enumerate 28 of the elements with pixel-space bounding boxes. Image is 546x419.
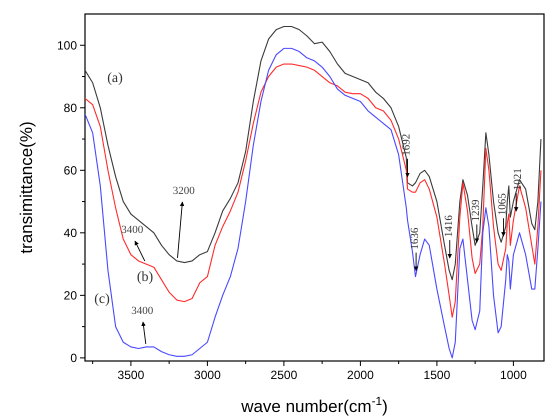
y-axis-title: transimittance(%) (17, 121, 36, 254)
x-tick-label: 1500 (424, 368, 451, 382)
annotation: 3400 (131, 304, 154, 317)
x-tick-label: 3000 (194, 368, 222, 382)
annotation: 1021 (512, 168, 524, 190)
annotation: 1239 (470, 198, 482, 222)
x-tick-label: 1000 (500, 368, 528, 382)
annotation: 1416 (442, 214, 455, 238)
y-tick-label: 100 (56, 38, 78, 52)
x-axis-title: wave number(cm$^{-1}$) (240, 394, 388, 416)
y-tick-label: 20 (64, 288, 78, 302)
annotation: 3200 (172, 184, 196, 197)
x-tick-label: 2000 (347, 368, 374, 382)
line-series (85, 63, 542, 318)
line-series (85, 48, 542, 358)
series-label: (b) (136, 270, 154, 285)
annotation: 1065 (496, 192, 508, 216)
y-tick-label: 0 (70, 350, 78, 365)
annotation: 1692 (400, 134, 413, 156)
y-tick-label: 80 (64, 100, 78, 115)
annotation: 3400 (121, 224, 144, 236)
x-tick-label: 2500 (270, 368, 298, 382)
y-tick-label: 40 (64, 226, 78, 240)
annotation: 1636 (409, 227, 422, 250)
x-tick-label: 3500 (118, 368, 145, 382)
series-label: (a) (107, 71, 124, 86)
y-tick-label: 60 (64, 163, 78, 178)
series-label: (c) (94, 292, 110, 307)
